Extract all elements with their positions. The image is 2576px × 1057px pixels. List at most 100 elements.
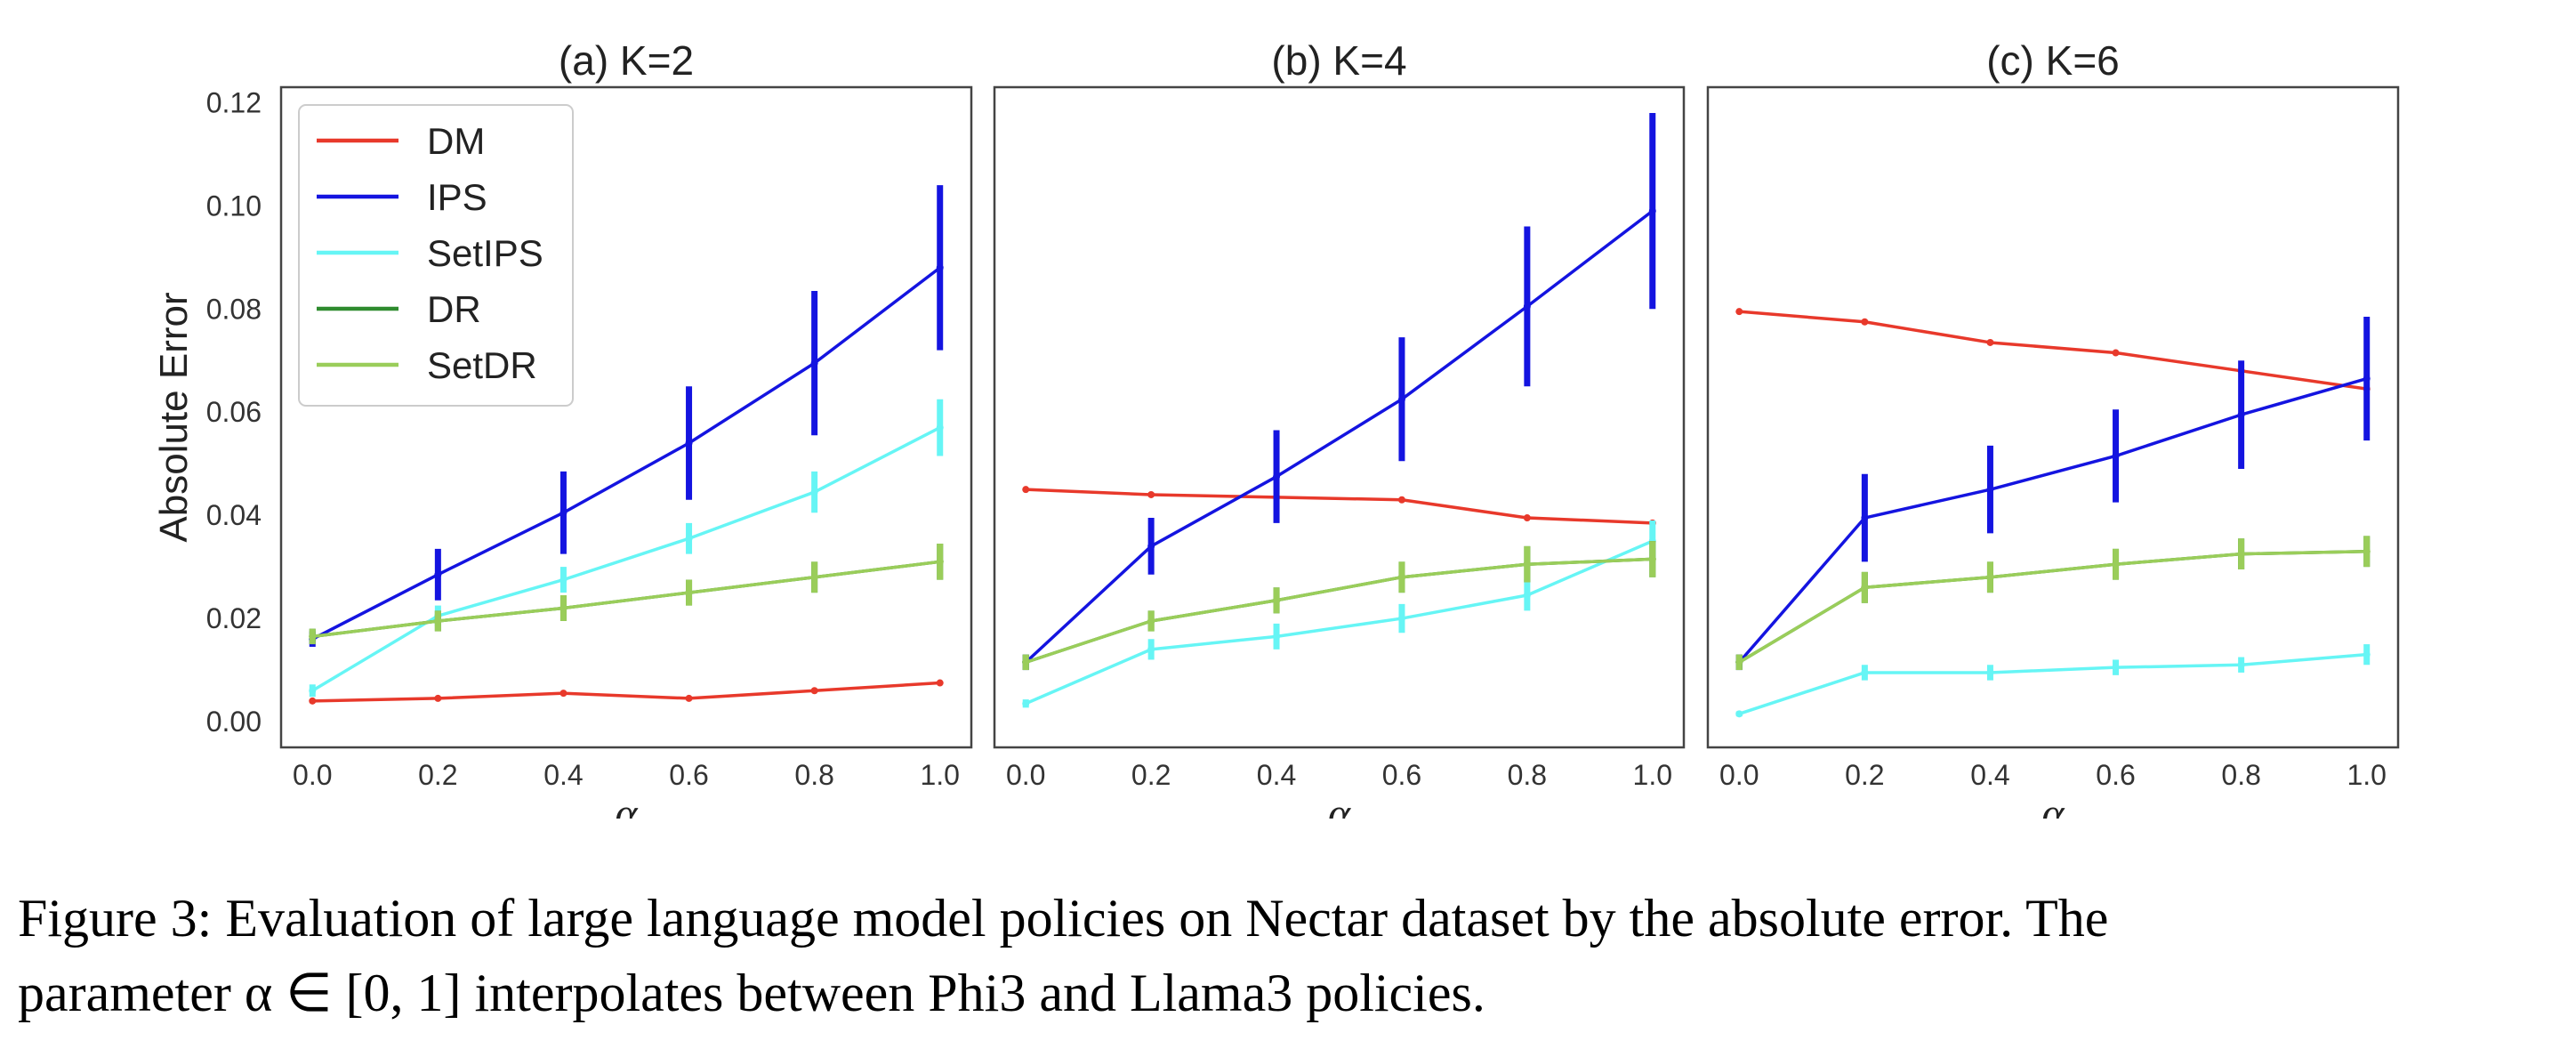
data-point-setdr: [559, 604, 568, 612]
data-point-dm: [1735, 308, 1743, 316]
y-tick-label: 0.12: [206, 86, 262, 118]
panel-title: (c) K=6: [1986, 37, 2120, 84]
x-axis-label: α: [615, 790, 638, 819]
data-point-ips: [1648, 207, 1656, 215]
x-tick-label: 0.0: [1006, 759, 1045, 791]
y-tick-label: 0.06: [206, 396, 262, 428]
data-point-dm: [936, 679, 944, 687]
data-point-setips: [2237, 661, 2245, 669]
series-line-dm: [312, 681, 940, 703]
data-point-setips: [810, 488, 818, 496]
series-setdr: [309, 544, 944, 645]
series-line-dm: [1026, 488, 1653, 525]
data-point-setdr: [1861, 584, 1869, 592]
data-point-ips: [434, 570, 442, 578]
data-point-setdr: [810, 573, 818, 581]
y-tick-label: 0.10: [206, 190, 262, 222]
data-point-setips: [1397, 615, 1405, 623]
data-point-ips: [1397, 395, 1405, 403]
data-point-setips: [309, 687, 317, 695]
data-point-ips: [1986, 486, 1994, 494]
series-line-setdr: [1025, 557, 1653, 665]
data-point-dm: [1523, 514, 1531, 522]
y-tick-label: 0.08: [206, 293, 262, 325]
x-tick-label: 0.2: [1131, 759, 1171, 791]
data-point-setdr: [309, 633, 317, 641]
data-point-ips: [685, 439, 693, 447]
series-line-setips: [1738, 652, 2367, 715]
series-setdr: [1735, 536, 2371, 671]
data-point-setips: [559, 576, 568, 584]
legend: DM IPS SetIPS DR SetDR: [298, 104, 574, 407]
series-ips: [1022, 112, 1656, 671]
data-point-dm: [559, 690, 568, 698]
data-point-setdr: [936, 558, 944, 566]
data-point-setips: [1273, 633, 1281, 641]
data-point-ips: [1523, 303, 1531, 311]
legend-box: [298, 104, 574, 407]
data-point-dm: [2112, 349, 2120, 357]
y-tick-label: 0.02: [206, 602, 262, 634]
data-point-ips: [810, 359, 818, 367]
data-point-setips: [2112, 664, 2120, 672]
data-point-setips: [1735, 710, 1743, 718]
x-tick-label: 0.4: [1257, 759, 1296, 791]
caption-line-1: Figure 3: Evaluation of large language m…: [18, 889, 2109, 948]
data-point-setdr: [2112, 561, 2120, 569]
data-point-ips: [1147, 542, 1155, 550]
series-ips: [1735, 316, 2371, 671]
x-tick-label: 0.0: [293, 759, 332, 791]
series-setdr: [1022, 541, 1656, 671]
data-point-setdr: [2363, 547, 2371, 555]
legend-label-dm: DM: [427, 120, 485, 162]
caption-line-2: parameter α ∈ [0, 1] interpolates betwee…: [18, 964, 1485, 1022]
series-setips: [1735, 644, 2371, 718]
legend-label-ips: IPS: [427, 176, 487, 218]
legend-label-setdr: SetDR: [427, 344, 537, 386]
legend-label-setips: SetIPS: [427, 232, 543, 274]
panel-3: (c) K=6 0.0 0.2 0.4 0.6 0.8 1.0 α: [1706, 37, 2400, 819]
data-point-ips: [2112, 452, 2120, 460]
panel-1: (a) K=2 0.0 0.2 0.4 0.6 0.8 1.0 α 0.00 0.02 0.04 0.…: [152, 37, 973, 819]
data-point-setdr: [1986, 573, 1994, 581]
data-point-setips: [1523, 591, 1531, 599]
series-line-dm: [1739, 310, 2367, 391]
data-point-dm: [685, 694, 693, 702]
x-tick-label: 0.2: [418, 759, 457, 791]
x-tick-label: 1.0: [1633, 759, 1672, 791]
data-point-dm: [309, 697, 317, 705]
x-tick-label: 0.8: [1508, 759, 1547, 791]
x-tick-label: 0.4: [1970, 759, 2009, 791]
x-tick-label: 1.0: [920, 759, 959, 791]
y-tick-label: 0.04: [206, 499, 262, 531]
legend-label-dr: DR: [427, 288, 481, 330]
data-point-setips: [1022, 699, 1030, 707]
x-tick-label: 0.6: [1382, 759, 1421, 791]
data-point-ips: [1861, 514, 1869, 522]
data-point-setips: [2363, 650, 2371, 658]
panel-title: (a) K=2: [559, 37, 694, 84]
data-point-setdr: [1273, 596, 1281, 604]
data-point-dm: [810, 687, 818, 695]
data-point-setdr: [1397, 573, 1405, 581]
data-point-setdr: [1523, 561, 1531, 569]
y-axis-label: Absolute Error: [152, 292, 196, 542]
series-line-setips: [1025, 539, 1654, 706]
data-point-setips: [1861, 668, 1869, 676]
x-tick-label: 0.2: [1845, 759, 1884, 791]
series-line-setdr: [312, 560, 940, 639]
data-point-setdr: [1022, 658, 1030, 666]
data-point-dm: [1022, 486, 1030, 494]
data-point-dm: [1986, 338, 1994, 346]
data-point-setdr: [434, 617, 442, 625]
panel-frame: [993, 85, 1686, 749]
data-point-ips: [2237, 411, 2245, 419]
data-point-ips: [2363, 375, 2371, 383]
data-point-dm: [434, 694, 442, 702]
series-line-setdr: [1738, 549, 2367, 664]
data-point-ips: [936, 263, 944, 271]
data-point-setips: [685, 535, 693, 543]
data-point-setips: [1147, 645, 1155, 653]
y-tick-label: 0.00: [206, 706, 262, 738]
series-line-setips: [311, 426, 941, 692]
